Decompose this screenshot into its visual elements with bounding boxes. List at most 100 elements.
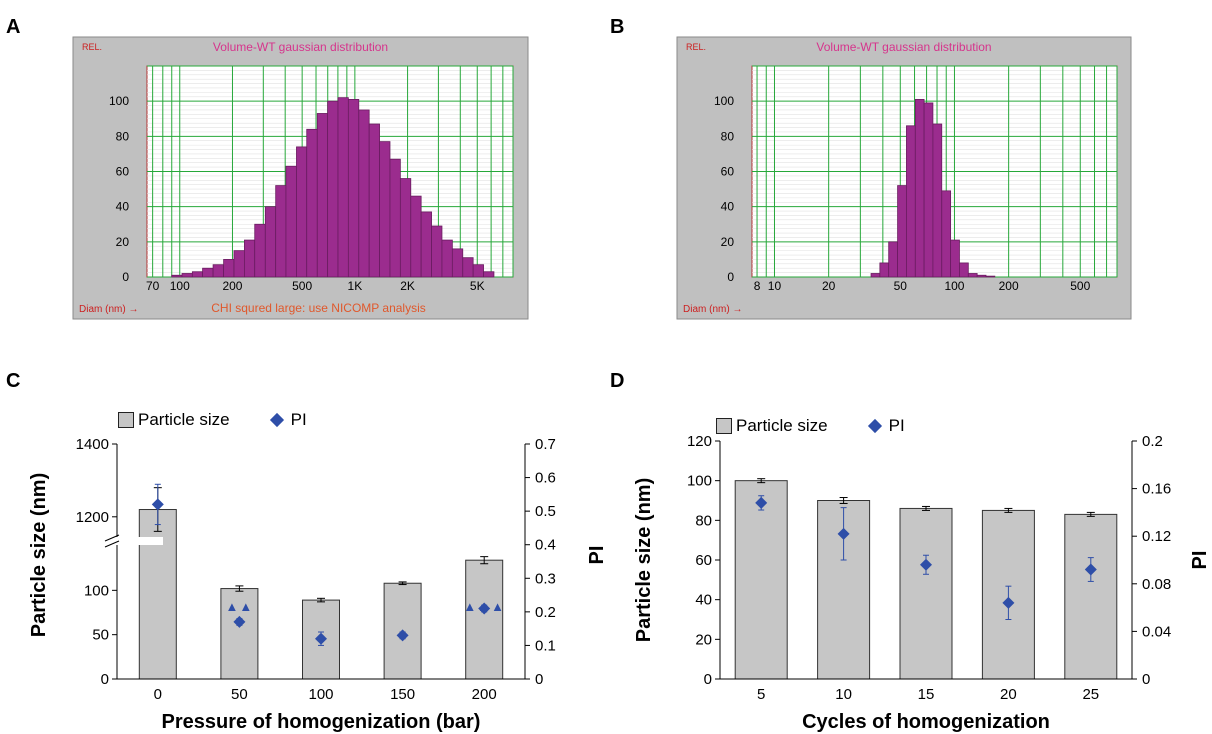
histogram-bar: [347, 99, 360, 278]
y-tick-label: 100: [687, 473, 712, 490]
x-tick-label: 100: [308, 686, 333, 703]
histogram-bar: [202, 267, 214, 278]
histogram-bar: [306, 128, 318, 278]
y2-tick-label: 0.04: [1142, 623, 1171, 640]
y2-tick-label: 0.2: [1142, 433, 1163, 450]
panel-label-b: B: [610, 16, 625, 38]
y-tick-label: 100: [109, 94, 129, 108]
x-tick-label: 50: [894, 279, 908, 293]
y2-tick-label: 0.4: [535, 537, 556, 554]
histogram-bar: [976, 274, 987, 278]
legend-label-particle-size: Particle size: [736, 416, 828, 435]
y-tick-label: 0: [122, 270, 129, 284]
pi-marker: [755, 496, 768, 509]
y2-tick-label: 0.16: [1142, 481, 1171, 498]
histogram-bar: [959, 262, 969, 278]
y2-tick-label: 0.6: [535, 470, 556, 487]
y-tick-label: 40: [721, 200, 735, 214]
x-tick-label: 20: [822, 279, 836, 293]
x-tick-label: 1K: [348, 279, 363, 293]
pi-marker: [1084, 563, 1097, 576]
x-tick-label: 25: [1082, 686, 1099, 703]
x-tick-label: 8: [754, 279, 761, 293]
y2-tick-label: 0.1: [535, 637, 556, 654]
pi-marker: [315, 632, 327, 645]
histogram-bar: [897, 185, 907, 278]
significance-marker: ▲▲: [226, 599, 254, 614]
x-tick-label: 20: [1000, 686, 1017, 703]
histogram-bar: [244, 239, 256, 278]
histogram-bar: [233, 250, 245, 278]
y-tick-label: 0: [727, 270, 734, 284]
y-tick-label: 0: [704, 671, 712, 688]
chart-title: Volume-WT gaussian distribution: [213, 40, 388, 54]
y2-axis-title: PI: [1189, 551, 1211, 570]
legend-label-pi: PI: [888, 416, 905, 435]
corner-label: REL.: [686, 42, 706, 52]
histogram-bar: [420, 211, 432, 278]
y-axis-title: Particle size (nm): [28, 473, 50, 638]
histogram-bar: [451, 248, 464, 278]
bar-particle-size: [734, 480, 788, 680]
legend-d: Particle size PI: [716, 416, 905, 436]
pi-marker: [920, 558, 932, 571]
histogram-bar: [923, 102, 934, 278]
histogram-bar: [932, 123, 943, 278]
significance-marker: ▲▲▲: [463, 599, 505, 614]
y-tick-label: 1200: [76, 509, 109, 526]
y-tick-label: 80: [721, 129, 735, 143]
bar-particle-size: [465, 559, 504, 680]
histogram-bar: [906, 125, 916, 278]
y-tick-label: 50: [92, 627, 109, 644]
y-tick-label: 1400: [76, 436, 109, 453]
y2-tick-label: 0: [535, 671, 543, 688]
histogram-bar: [410, 195, 422, 278]
histogram-bar: [358, 109, 370, 278]
x-tick-label: 10: [768, 279, 782, 293]
y2-tick-label: 0.3: [535, 570, 556, 587]
y2-tick-label: 0.5: [535, 503, 556, 520]
y-tick-label: 100: [714, 94, 734, 108]
histogram-bar: [472, 264, 484, 278]
x-tick-label: 70: [146, 279, 160, 293]
histogram-bar: [950, 239, 960, 278]
y-tick-label: 0: [101, 671, 109, 688]
chart-title: Volume-WT gaussian distribution: [816, 40, 991, 54]
histogram-bar: [399, 178, 412, 278]
x-tick-label: 200: [472, 686, 497, 703]
y2-tick-label: 0.08: [1142, 576, 1171, 593]
legend-c: Particle size PI: [118, 410, 307, 430]
histogram-bar: [296, 146, 308, 278]
axis-break-mark: [104, 540, 120, 548]
histogram-bar: [223, 259, 235, 278]
pi-marker: [151, 498, 164, 511]
legend-swatch-particle-size: [716, 418, 732, 434]
y-tick-label: 80: [695, 512, 712, 529]
x-tick-label: 100: [944, 279, 964, 293]
legend-label-pi: PI: [290, 410, 307, 429]
x-tick-label: 0: [154, 686, 162, 703]
y-tick-label: 20: [116, 235, 130, 249]
pi-marker: [396, 629, 409, 642]
pi-marker: [478, 602, 491, 615]
y-tick-label: 60: [116, 165, 130, 179]
legend-swatch-particle-size: [118, 412, 134, 428]
histogram-bar: [368, 123, 380, 278]
histogram-bar: [483, 271, 495, 278]
histogram-bar: [181, 273, 193, 278]
panel-label-a: A: [6, 16, 21, 38]
legend-label-particle-size: Particle size: [138, 410, 230, 429]
pi-marker: [1002, 596, 1015, 609]
x-tick-label: 10: [835, 686, 852, 703]
x-tick-label: 15: [918, 686, 935, 703]
bar-particle-size: [1064, 513, 1118, 680]
histogram-bar: [462, 257, 474, 278]
x-tick-label: 200: [999, 279, 1019, 293]
y2-tick-label: 0.12: [1142, 528, 1171, 545]
y-tick-label: 60: [721, 165, 735, 179]
x-tick-label: 50: [231, 686, 248, 703]
axis-break-gap: [103, 537, 163, 545]
histogram-bar: [316, 113, 329, 278]
histogram-bar: [337, 97, 349, 278]
